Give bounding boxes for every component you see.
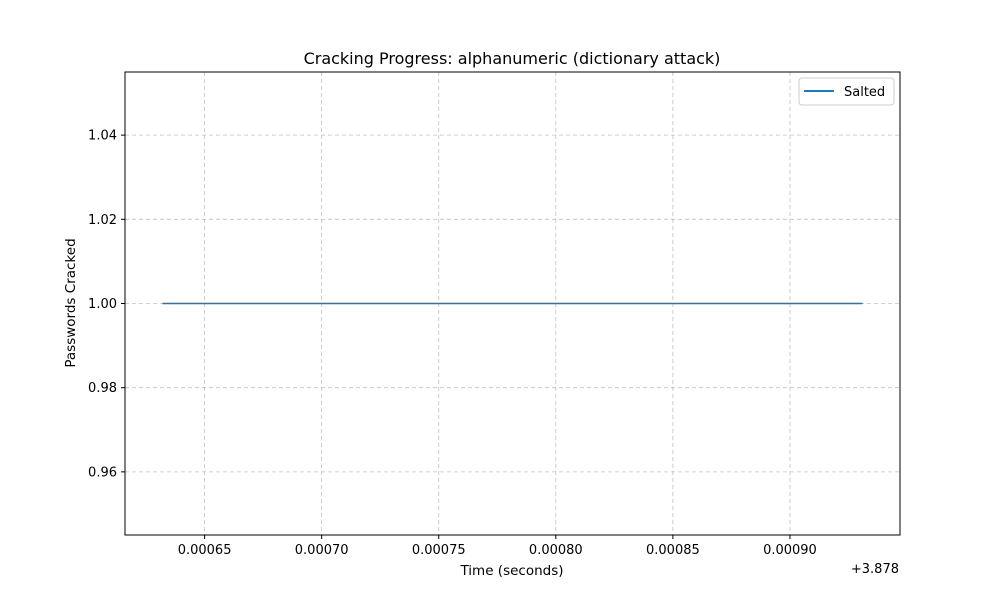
x-axis-label: Time (seconds) — [459, 563, 563, 579]
y-tick-label: 0.96 — [88, 465, 117, 480]
x-tick-label: 0.00065 — [178, 543, 232, 558]
y-tick-label: 1.02 — [88, 213, 117, 228]
legend: Salted — [798, 77, 895, 106]
y-tick-label: 0.98 — [88, 381, 117, 396]
y-axis-label: Passwords Cracked — [63, 238, 79, 367]
chart-title: Cracking Progress: alphanumeric (diction… — [304, 49, 721, 68]
y-tick-label: 1.04 — [88, 129, 117, 144]
x-tick-label: 0.00075 — [412, 543, 466, 558]
y-tick-label: 1.00 — [88, 297, 117, 312]
x-tick-label: 0.00080 — [529, 543, 583, 558]
legend-box — [798, 77, 895, 106]
axis-ticks: 0.00065 0.00070 0.00075 0.00080 0.00085 0.000… — [88, 129, 817, 558]
legend-label-salted: Salted — [844, 85, 885, 100]
x-tick-label: 0.00090 — [763, 543, 817, 558]
x-tick-label: 0.00085 — [646, 543, 700, 558]
x-axis-offset-label: +3.878 — [851, 562, 899, 577]
x-tick-label: 0.00070 — [295, 543, 349, 558]
